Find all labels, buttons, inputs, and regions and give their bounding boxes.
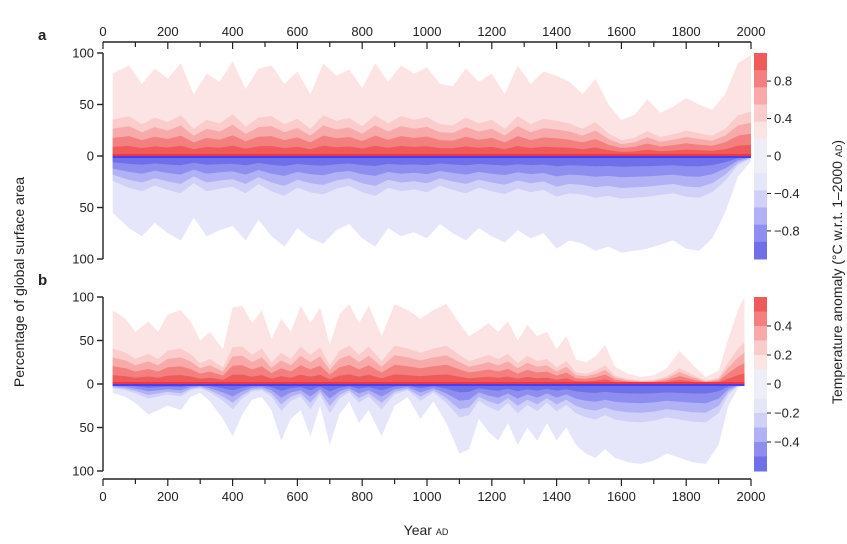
y-tick-label: 50 — [80, 97, 94, 112]
y-tick-label: 100 — [72, 290, 94, 305]
x-tick-label: 2000 — [737, 24, 766, 39]
x-tick-label: 0 — [99, 24, 106, 39]
y-tick-label: 0 — [87, 377, 94, 392]
warm-area-level-5 — [112, 144, 751, 156]
y-tick-label: 50 — [80, 420, 94, 435]
x-tick-label: 1000 — [413, 489, 442, 504]
colorbar-swatch — [754, 138, 767, 157]
colorbar-a: 0.8 0.4 0 −0.4 −0.8 — [754, 53, 800, 260]
colorbar-swatch — [754, 224, 767, 243]
x-tick-label: 1200 — [477, 24, 506, 39]
y-axis-title: Percentage of global surface area — [11, 177, 27, 387]
colorbar-swatch — [754, 53, 767, 71]
x-tick-label: 1000 — [413, 24, 442, 39]
colorbar-tick-label: −0.4 — [774, 186, 800, 201]
x-tick-label: 200 — [157, 24, 179, 39]
x-tick-label: 1600 — [607, 489, 636, 504]
colorbar-swatch — [754, 427, 767, 443]
colorbar-swatch — [754, 156, 767, 174]
x-tick-label: 0 — [99, 489, 106, 504]
y-tick-label: 100 — [72, 252, 94, 267]
colorbar-swatch — [754, 87, 767, 105]
x-tick-label: 600 — [287, 24, 309, 39]
colorbar-tick-label: −0.2 — [774, 406, 800, 421]
colorbar-title-main: Temperature anomaly (°C w.r.t. 1–2000 — [829, 161, 845, 404]
colorbar-tick-label: 0.8 — [774, 74, 792, 89]
x-tick-label: 1800 — [672, 489, 701, 504]
y-tick-label: 50 — [80, 333, 94, 348]
colorbar-swatch — [754, 70, 767, 88]
x-tick-label: 1400 — [542, 24, 571, 39]
colorbar-swatch — [754, 311, 767, 327]
colorbar-b: 0.4 0.2 0 −0.2 −0.4 — [754, 297, 800, 472]
colorbar-swatch — [754, 355, 767, 370]
colorbar-swatch — [754, 241, 767, 260]
x-tick-label: 400 — [222, 489, 244, 504]
colorbar-tick-label: 0.4 — [774, 319, 792, 334]
colorbar-swatch — [754, 190, 767, 208]
x-tick-label: 800 — [351, 489, 373, 504]
colorbar-swatch — [754, 369, 767, 385]
x-tick-label: 1600 — [607, 24, 636, 39]
colorbar-swatch — [754, 456, 767, 472]
colorbar-swatch — [754, 207, 767, 226]
colorbar-tick-label: −0.4 — [774, 435, 800, 450]
x-tick-label: 1400 — [542, 489, 571, 504]
panel-label-a: a — [38, 27, 47, 44]
x-axis-title-unit: AD — [436, 527, 449, 537]
colorbar-tick-label: 0 — [774, 377, 781, 392]
x-axis-title: Year AD — [404, 522, 449, 538]
x-axis-title-main: Year — [404, 522, 433, 538]
cool-area-level-5 — [112, 156, 751, 167]
y-tick-label: 100 — [72, 46, 94, 61]
warm-area-level-5 — [112, 373, 745, 384]
colorbar-swatch — [754, 173, 767, 191]
y-tick-label: 50 — [80, 200, 94, 215]
colorbar-swatch — [754, 398, 767, 414]
colorbar-tick-label: −0.8 — [774, 223, 800, 238]
colorbar-title-end: ) — [829, 140, 845, 145]
colorbar-swatch — [754, 340, 767, 356]
y-tick-label: 0 — [87, 149, 94, 164]
x-tick-label: 600 — [287, 489, 309, 504]
colorbar-title: Temperature anomaly (°C w.r.t. 1–2000 AD… — [829, 140, 845, 404]
x-tick-label: 400 — [222, 24, 244, 39]
panel-label-b: b — [38, 272, 47, 289]
colorbar-swatch — [754, 104, 767, 123]
colorbar-tick-label: 0 — [774, 149, 781, 164]
y-tick-label: 100 — [72, 464, 94, 479]
colorbar-title-unit: AD — [834, 144, 844, 157]
x-tick-label: 800 — [351, 24, 373, 39]
colorbar-tick-label: 0.4 — [774, 111, 792, 126]
colorbar-swatch — [754, 413, 767, 428]
colorbar-swatch — [754, 121, 767, 140]
x-tick-label: 200 — [157, 489, 179, 504]
x-tick-label: 2000 — [737, 489, 766, 504]
colorbar-tick-label: 0.2 — [774, 348, 792, 363]
colorbar-swatch — [754, 326, 767, 341]
colorbar-swatch — [754, 442, 767, 457]
x-tick-label: 1800 — [672, 24, 701, 39]
cool-area-level-5 — [112, 384, 745, 394]
colorbar-swatch — [754, 297, 767, 312]
x-tick-label: 1200 — [477, 489, 506, 504]
colorbar-swatch — [754, 384, 767, 399]
